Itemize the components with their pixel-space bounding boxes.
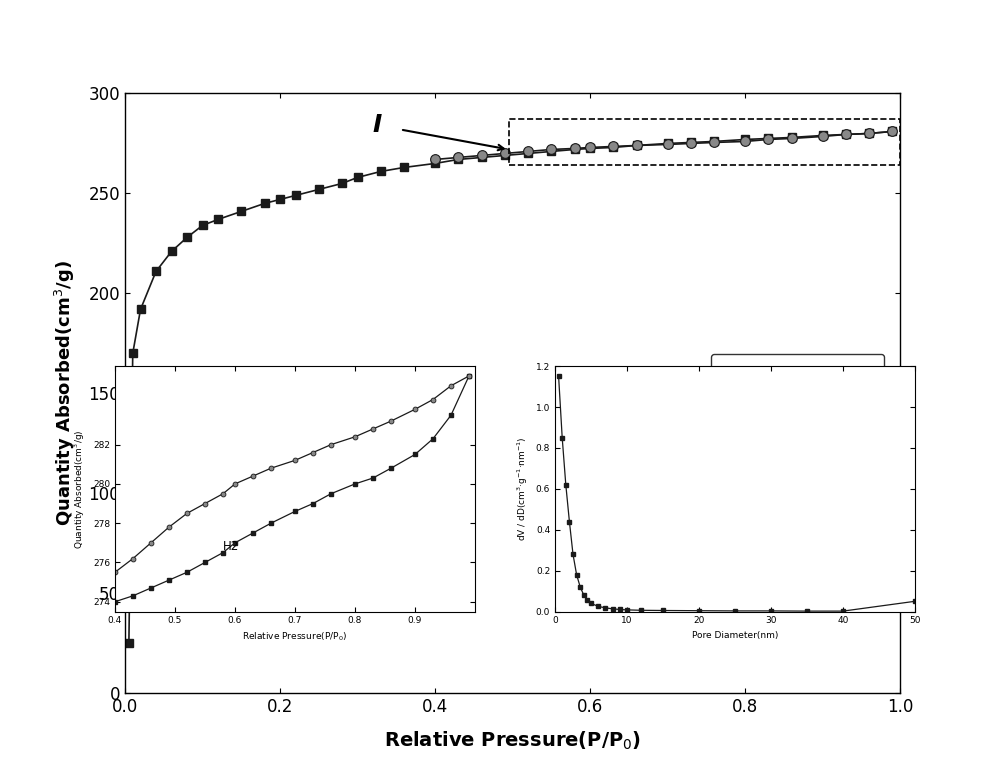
Adsorption — [212, 215, 224, 224]
Adsorption — [134, 305, 147, 314]
Adsorption — [290, 191, 302, 200]
Desorption — [708, 138, 720, 147]
Desorption — [762, 135, 774, 144]
Adsorption — [708, 137, 720, 146]
Text: I: I — [372, 114, 382, 137]
Adsorption — [584, 144, 596, 153]
Desorption — [568, 144, 580, 153]
Adsorption — [166, 247, 178, 256]
Adsorption — [662, 139, 674, 148]
Adsorption — [336, 178, 348, 188]
Adsorption — [816, 131, 828, 140]
Desorption — [476, 151, 488, 160]
Adsorption — [274, 195, 286, 204]
Desorption — [662, 139, 674, 149]
Adsorption — [375, 167, 387, 176]
Adsorption — [150, 266, 162, 276]
Adsorption — [607, 143, 619, 152]
Line: Adsorption: Adsorption — [125, 127, 896, 647]
Y-axis label: Quantity Absorbed(cm$^3$/g): Quantity Absorbed(cm$^3$/g) — [73, 429, 87, 548]
Adsorption — [127, 349, 139, 358]
Desorption — [452, 153, 464, 162]
Desorption — [429, 155, 441, 164]
Line: Desorption: Desorption — [430, 127, 897, 164]
Adsorption — [545, 146, 557, 156]
Adsorption — [840, 130, 852, 139]
Adsorption — [196, 220, 209, 230]
Text: H2: H2 — [223, 540, 239, 553]
Desorption — [685, 139, 697, 148]
Desorption — [631, 141, 643, 150]
Adsorption — [522, 149, 534, 158]
Adsorption — [685, 138, 697, 147]
Y-axis label: dV / dD(cm$^3$·g$^{-1}$·nm$^{-1}$): dV / dD(cm$^3$·g$^{-1}$·nm$^{-1}$) — [516, 436, 530, 541]
Desorption — [739, 137, 751, 146]
Adsorption — [452, 155, 464, 164]
Legend: Adsorption, Desorption: Adsorption, Desorption — [711, 354, 884, 430]
Adsorption — [429, 159, 441, 168]
Desorption — [863, 129, 875, 138]
Desorption — [545, 145, 557, 154]
Desorption — [522, 146, 534, 156]
Adsorption — [886, 127, 898, 136]
Adsorption — [313, 185, 325, 194]
Y-axis label: Quantity Absorbed(cm$^3$/g): Quantity Absorbed(cm$^3$/g) — [53, 260, 77, 527]
X-axis label: Relative Pressure(P/P$_0$): Relative Pressure(P/P$_0$) — [384, 730, 641, 753]
Adsorption — [631, 141, 643, 150]
Desorption — [786, 134, 798, 143]
Adsorption — [568, 145, 580, 154]
Adsorption — [499, 151, 511, 160]
Desorption — [607, 142, 619, 151]
Adsorption — [258, 199, 270, 208]
X-axis label: Relative Pressure(P/P$_0$): Relative Pressure(P/P$_0$) — [242, 631, 348, 643]
Desorption — [499, 149, 511, 158]
Adsorption — [863, 129, 875, 138]
Adsorption — [123, 639, 135, 648]
Adsorption — [476, 153, 488, 162]
X-axis label: Pore Diameter(nm): Pore Diameter(nm) — [692, 631, 778, 640]
Adsorption — [398, 163, 410, 172]
Desorption — [886, 127, 898, 136]
Adsorption — [786, 132, 798, 142]
Adsorption — [739, 135, 751, 144]
Adsorption — [352, 173, 364, 182]
Adsorption — [181, 233, 193, 242]
Adsorption — [235, 206, 247, 216]
Desorption — [816, 132, 828, 141]
Desorption — [584, 143, 596, 152]
Bar — [509, 119, 900, 165]
Adsorption — [762, 134, 774, 143]
Desorption — [840, 130, 852, 139]
